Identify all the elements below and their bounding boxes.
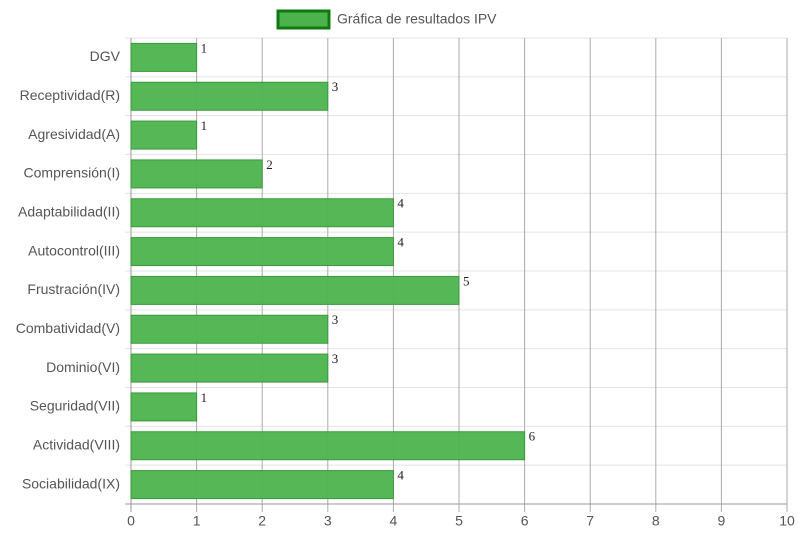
legend-swatch [276,9,331,30]
x-tick-label: 6 [521,513,529,529]
value-label: 3 [332,79,339,94]
legend-label: Gráfica de resultados IPV [337,11,497,27]
value-label: 4 [397,235,404,250]
y-tick-label: DGV [90,48,121,64]
x-tick-label: 4 [390,513,398,529]
x-tick-label: 10 [779,513,795,529]
y-tick-label: Actividad(VIII) [33,436,120,452]
value-label: 6 [529,429,536,444]
bar [130,353,329,383]
y-tick-label: Frustración(IV) [27,281,120,297]
bar [130,470,394,500]
bar [130,275,460,305]
y-tick-label: Dominio(VI) [46,359,120,375]
bar [130,314,329,344]
bar [130,42,198,72]
x-tick-label: 3 [324,513,332,529]
x-tick-label: 8 [652,513,660,529]
bar [130,237,394,267]
y-tick-label: Comprensión(I) [24,165,120,181]
y-tick-label: Adaptabilidad(II) [18,203,120,219]
x-tick-label: 2 [258,513,266,529]
y-tick-label: Combatividad(V) [16,320,120,336]
y-tick-label: Autocontrol(III) [28,242,120,258]
x-tick-label: 0 [127,513,135,529]
y-tick-label: Receptividad(R) [20,87,120,103]
value-label: 3 [332,312,339,327]
x-tick-label: 1 [193,513,201,529]
bar [130,159,263,189]
y-tick-label: Seguridad(VII) [30,398,120,414]
bar [130,120,198,150]
value-label: 4 [397,196,404,211]
x-tick-label: 7 [586,513,594,529]
bar [130,81,329,111]
value-label: 5 [463,273,470,288]
value-label: 2 [266,157,273,172]
value-label: 1 [201,40,208,55]
value-label: 3 [332,351,339,366]
bar [130,392,198,422]
bar [130,198,394,228]
y-tick-label: Agresividad(A) [28,126,120,142]
value-label: 1 [201,390,208,405]
y-tick-label: Sociabilidad(IX) [22,475,120,491]
bar [130,431,526,461]
x-tick-label: 5 [455,513,463,529]
x-tick-label: 9 [718,513,726,529]
value-label: 1 [201,118,208,133]
value-label: 4 [397,468,404,483]
